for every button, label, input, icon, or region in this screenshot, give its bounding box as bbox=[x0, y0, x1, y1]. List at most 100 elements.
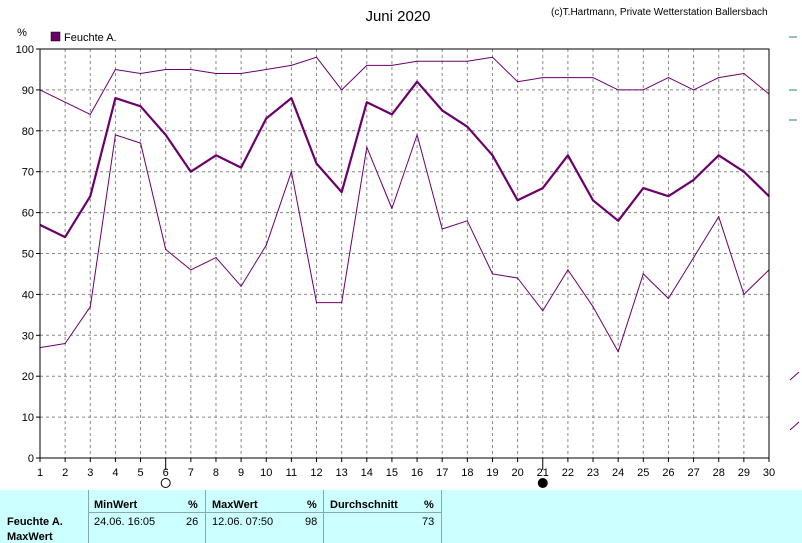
min-header: MinWert bbox=[94, 499, 138, 511]
data-point-min bbox=[366, 146, 368, 148]
data-point-mean bbox=[341, 191, 343, 193]
x-tick-label: 7 bbox=[188, 467, 194, 479]
x-tick-label: 24 bbox=[612, 467, 624, 479]
data-point-min bbox=[265, 244, 267, 246]
data-point-min bbox=[491, 273, 494, 275]
data-point-mean bbox=[617, 220, 619, 222]
data-point-min bbox=[315, 302, 318, 304]
credit-text: (c)T.Hartmann, Private Wetterstation Bal… bbox=[551, 7, 768, 18]
x-tick-label: 3 bbox=[87, 467, 93, 479]
data-point-max bbox=[290, 64, 292, 66]
data-point-min bbox=[64, 342, 66, 345]
x-tick-label: 12 bbox=[310, 467, 322, 479]
stats-divider bbox=[88, 490, 89, 543]
row-label: Feuchte A. bbox=[7, 516, 63, 528]
y-tick-label: 10 bbox=[22, 412, 34, 424]
x-tick-label: 28 bbox=[713, 467, 725, 479]
data-point-mean bbox=[567, 154, 569, 156]
data-point-min bbox=[341, 302, 343, 304]
data-point-max bbox=[240, 72, 242, 75]
avg-unit: % bbox=[424, 499, 434, 511]
avg-value: 73 bbox=[422, 516, 435, 528]
stats-table: MinWert % MaxWert % Durchschnitt % Feuch… bbox=[0, 490, 802, 543]
min-value: 26 bbox=[186, 516, 199, 528]
data-point-mean bbox=[366, 101, 368, 103]
series-line-mean bbox=[39, 80, 770, 239]
x-tick-label: 9 bbox=[238, 467, 244, 479]
data-point-max bbox=[265, 68, 267, 71]
data-point-mean bbox=[64, 236, 66, 238]
data-point-min bbox=[441, 228, 443, 230]
max-header: MaxWert bbox=[212, 499, 258, 511]
data-point-max bbox=[617, 89, 619, 91]
data-point-max bbox=[64, 101, 66, 103]
x-tick-label: 27 bbox=[687, 467, 699, 479]
data-point-min bbox=[140, 142, 142, 144]
row-label-2: MaxWert bbox=[7, 531, 53, 543]
y-tick-label: 30 bbox=[22, 330, 34, 342]
data-point-max bbox=[114, 68, 116, 71]
series-line-max bbox=[39, 56, 770, 115]
data-point-mean bbox=[416, 81, 418, 83]
data-point-max bbox=[517, 81, 519, 83]
new-moon-icon bbox=[537, 478, 548, 488]
y-tick-label: 20 bbox=[22, 371, 34, 383]
data-point-max bbox=[718, 77, 720, 79]
series-line-min bbox=[39, 134, 770, 353]
data-point-max bbox=[567, 77, 569, 79]
legend-swatch bbox=[50, 31, 61, 42]
stats-divider bbox=[441, 490, 442, 543]
data-point-max bbox=[89, 113, 91, 115]
data-point-min bbox=[642, 273, 644, 275]
data-point-max bbox=[190, 68, 192, 71]
data-point-min bbox=[693, 257, 695, 259]
y-tick-label: 60 bbox=[22, 208, 34, 220]
y-tick-label: 80 bbox=[22, 126, 34, 138]
data-point-min bbox=[718, 216, 720, 218]
x-tick-label: 29 bbox=[738, 467, 750, 479]
data-point-min bbox=[391, 207, 393, 210]
data-point-max bbox=[693, 89, 695, 91]
data-point-max bbox=[466, 60, 468, 62]
x-tick-label: 19 bbox=[486, 467, 498, 479]
data-point-max bbox=[315, 56, 318, 58]
x-tick-label: 22 bbox=[562, 467, 574, 479]
data-point-max bbox=[416, 60, 418, 62]
x-tick-label: 16 bbox=[411, 467, 423, 479]
x-tick-label: 18 bbox=[461, 467, 473, 479]
y-unit-label: % bbox=[17, 27, 27, 39]
y-tick-label: 0 bbox=[28, 453, 34, 465]
data-point-max bbox=[542, 77, 544, 79]
data-point-mean bbox=[165, 134, 167, 136]
legend-label: Feuchte A. bbox=[64, 32, 117, 44]
data-point-min bbox=[542, 310, 544, 312]
min-unit: % bbox=[188, 499, 198, 511]
data-point-min bbox=[416, 134, 418, 136]
x-tick-label: 8 bbox=[213, 467, 219, 479]
data-point-min bbox=[215, 257, 217, 259]
data-point-mean bbox=[642, 187, 644, 189]
data-point-mean bbox=[667, 195, 670, 197]
data-point-mean bbox=[215, 154, 217, 156]
data-point-mean bbox=[542, 187, 544, 189]
x-tick-label: 4 bbox=[112, 467, 118, 479]
x-tick-label: 5 bbox=[137, 467, 143, 479]
chart-grid bbox=[40, 49, 769, 458]
x-tick-label: 10 bbox=[260, 467, 272, 479]
data-point-max bbox=[667, 77, 670, 79]
data-point-max bbox=[341, 89, 343, 91]
data-point-mean bbox=[466, 126, 468, 128]
x-tick-label: 1 bbox=[37, 467, 43, 479]
data-point-max bbox=[391, 64, 393, 66]
data-point-mean bbox=[315, 162, 318, 165]
data-point-max bbox=[642, 89, 644, 91]
data-point-mean bbox=[693, 179, 695, 181]
x-tick-label: 6 bbox=[163, 467, 169, 479]
x-tick-label: 26 bbox=[662, 467, 674, 479]
data-point-mean bbox=[114, 97, 116, 99]
x-tick-label: 13 bbox=[336, 467, 348, 479]
x-tick-label: 2 bbox=[62, 467, 68, 479]
data-point-max bbox=[140, 72, 142, 75]
min-time: 24.06. 16:05 bbox=[94, 516, 156, 528]
x-tick-label: 14 bbox=[361, 467, 373, 479]
